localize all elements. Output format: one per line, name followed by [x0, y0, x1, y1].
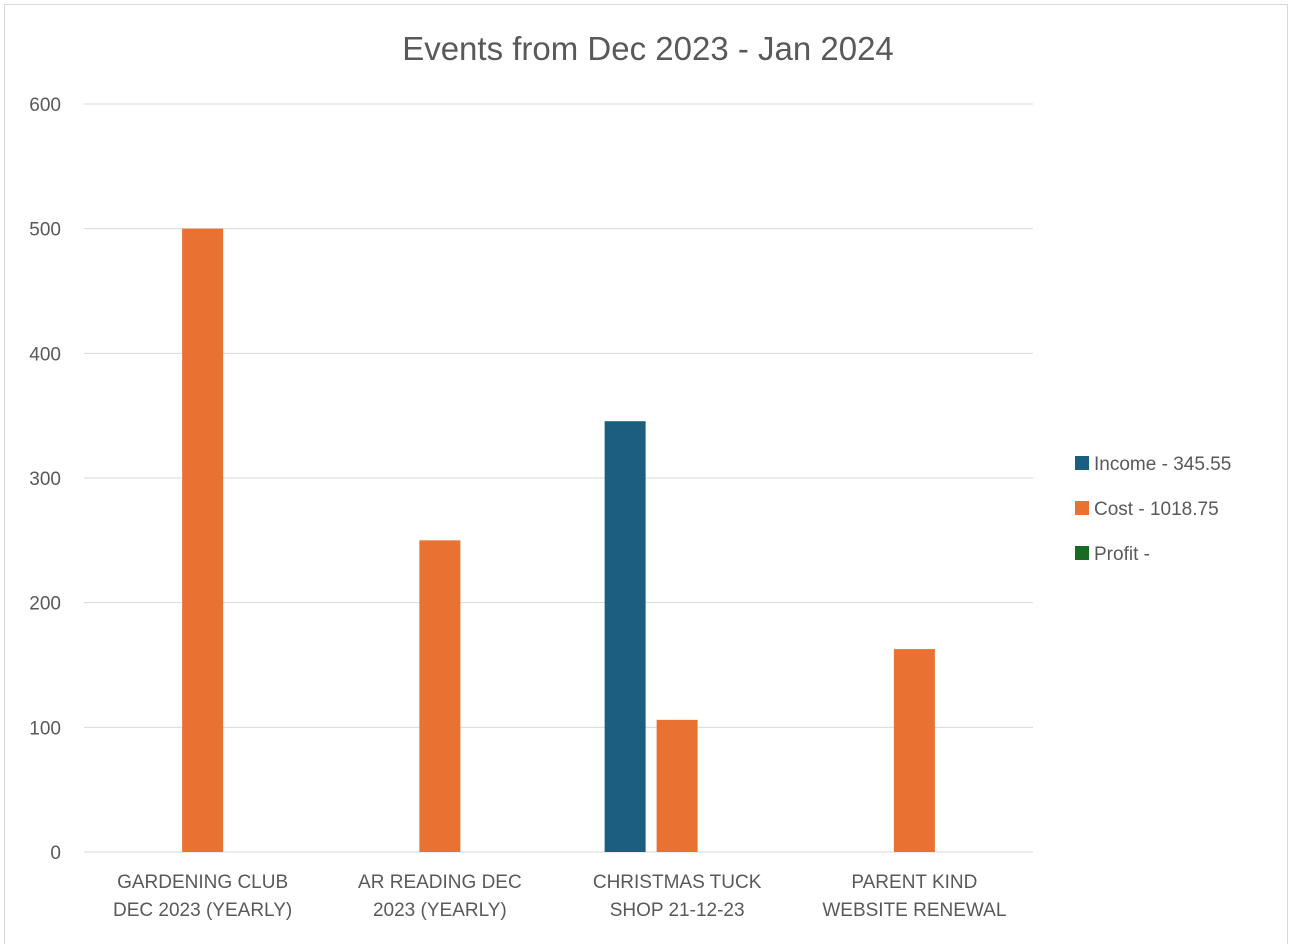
x-axis-labels: GARDENING CLUB DEC 2023 (YEARLY) AR READIN… — [113, 872, 1006, 921]
x-category-label: SHOP 21-12-23 — [610, 900, 745, 921]
legend-swatch — [1075, 501, 1089, 515]
legend-label: Profit - — [1094, 544, 1150, 565]
bar-cost-0 — [182, 228, 224, 852]
x-category-label: AR READING DEC — [358, 872, 522, 893]
y-tick-label: 400 — [29, 344, 61, 365]
legend-swatch — [1075, 456, 1089, 470]
chart-title: Events from Dec 2023 - Jan 2024 — [402, 30, 894, 67]
y-tick-label: 500 — [29, 220, 61, 241]
y-axis-ticks: 0 100 200 300 400 500 600 — [29, 95, 61, 864]
legend-swatch — [1075, 546, 1089, 560]
x-category-label: DEC 2023 (YEARLY) — [113, 900, 292, 921]
y-tick-label: 300 — [29, 469, 61, 490]
x-category-label: GARDENING CLUB — [117, 872, 288, 893]
x-category-label: WEBSITE RENEWAL — [822, 900, 1006, 921]
bar-chart: Events from Dec 2023 - Jan 2024 0 100 200 3… — [29, 30, 1231, 921]
y-tick-label: 200 — [29, 594, 61, 615]
bar-cost-3 — [893, 649, 935, 852]
x-category-label: 2023 (YEARLY) — [373, 900, 507, 921]
legend: Income - 345.55 Cost - 1018.75 Profit - — [1075, 454, 1231, 565]
bar-cost-1 — [419, 540, 461, 852]
y-tick-label: 0 — [50, 843, 61, 864]
y-tick-label: 600 — [29, 95, 61, 116]
x-category-label: CHRISTMAS TUCK — [593, 872, 762, 893]
y-tick-label: 100 — [29, 718, 61, 739]
gridlines — [84, 103, 1033, 853]
bar-income-2 — [604, 421, 646, 852]
bar-cost-2 — [656, 719, 698, 852]
chart-container: Events from Dec 2023 - Jan 2024 0 100 200 3… — [4, 4, 1288, 944]
bars — [182, 228, 935, 852]
x-category-label: PARENT KIND — [851, 872, 977, 893]
legend-label: Income - 345.55 — [1094, 454, 1231, 475]
legend-label: Cost - 1018.75 — [1094, 499, 1219, 520]
